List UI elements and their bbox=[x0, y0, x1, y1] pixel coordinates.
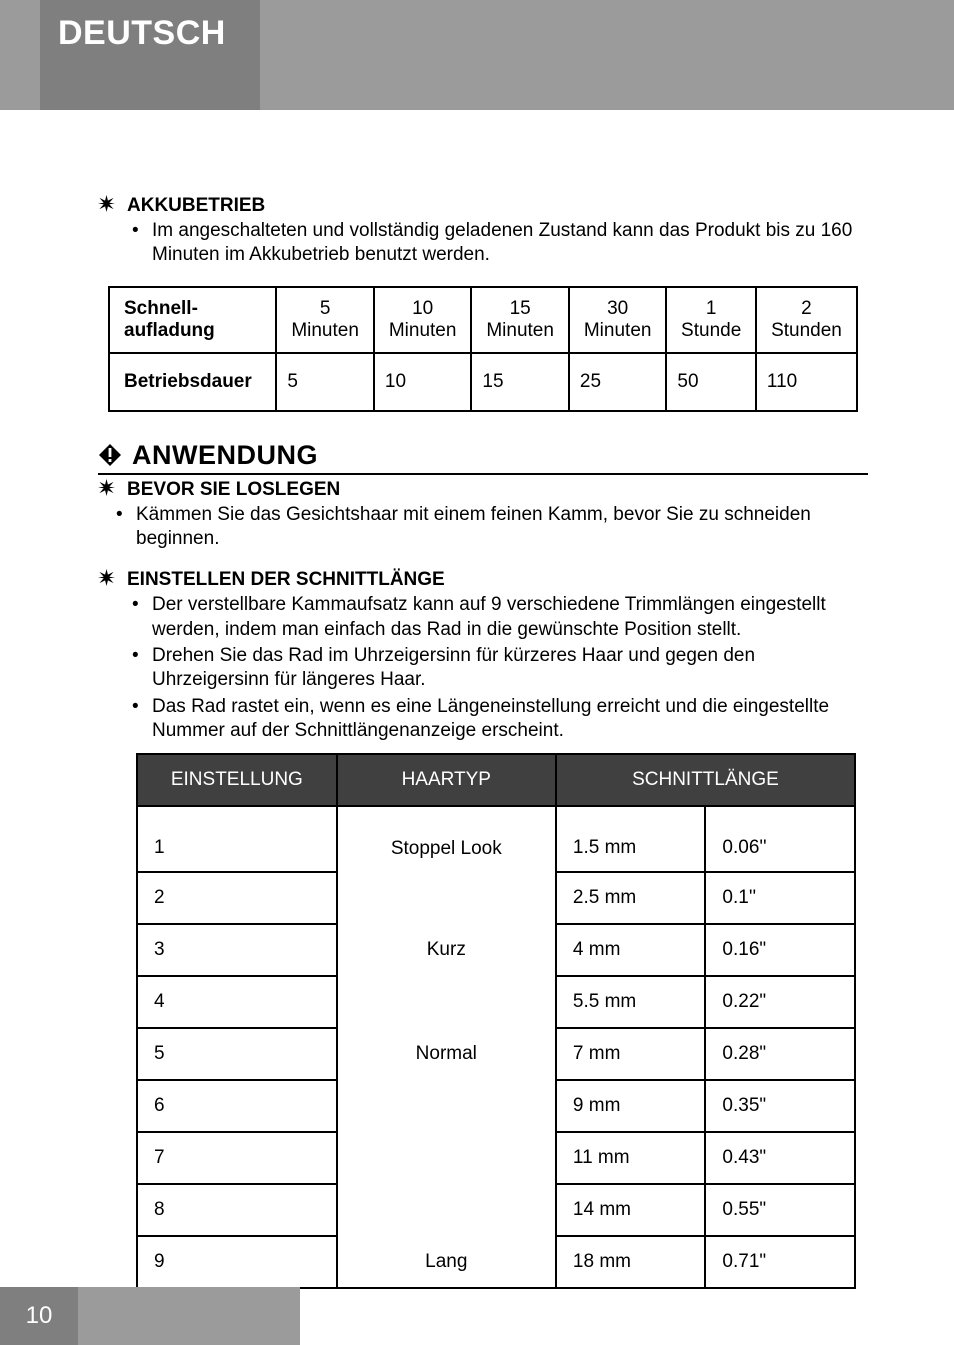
table-row: 4 5.5 mm 0.22" bbox=[137, 976, 855, 1028]
table-row: Schnell- aufladung 5Minuten 10Minuten 15… bbox=[109, 287, 857, 353]
table-row: 6 9 mm 0.35" bbox=[137, 1080, 855, 1132]
bevor-title: BEVOR SIE LOSLEGEN bbox=[127, 479, 340, 501]
inch-cell: 0.55" bbox=[705, 1184, 855, 1236]
anwendung-title: ANWENDUNG bbox=[132, 440, 318, 471]
table-row: 3 Kurz 4 mm 0.16" bbox=[137, 924, 855, 976]
charge-row-label: Schnell- aufladung bbox=[109, 287, 276, 353]
mm-cell: 9 mm bbox=[556, 1080, 706, 1132]
table-row: 7 11 mm 0.43" bbox=[137, 1132, 855, 1184]
settings-header-haartyp: HAARTYP bbox=[337, 754, 556, 806]
haartyp-cell: Kurz bbox=[337, 924, 556, 976]
mm-cell: 7 mm bbox=[556, 1028, 706, 1080]
list-item: Kämmen Sie das Gesichtshaar mit einem fe… bbox=[116, 503, 868, 552]
label-line2: aufladung bbox=[124, 320, 215, 341]
footer-page-tab: 10 bbox=[0, 1287, 78, 1345]
table-row: 9 Lang 18 mm 0.71" bbox=[137, 1236, 855, 1288]
mm-cell: 18 mm bbox=[556, 1236, 706, 1288]
haartyp-cell bbox=[337, 1080, 556, 1132]
table-row: 5 Normal 7 mm 0.28" bbox=[137, 1028, 855, 1080]
list-item: Im angeschalteten und vollständig gelade… bbox=[132, 219, 868, 268]
akkubetrieb-title: AKKUBETRIEB bbox=[127, 195, 265, 217]
table-row: 8 14 mm 0.55" bbox=[137, 1184, 855, 1236]
charge-cell: 110 bbox=[756, 353, 857, 411]
burst-icon bbox=[98, 195, 115, 212]
header-language-tab: DEUTSCH bbox=[40, 0, 260, 110]
content-area: AKKUBETRIEB Im angeschalteten und vollst… bbox=[98, 195, 868, 1289]
label-line1: Schnell- bbox=[124, 298, 198, 319]
settings-header-einstellung: EINSTELLUNG bbox=[137, 754, 337, 806]
setting-cell: 2 bbox=[137, 872, 337, 924]
einstellen-bullets: Der verstellbare Kammaufsatz kann auf 9 … bbox=[98, 593, 868, 743]
haartyp-cell bbox=[337, 976, 556, 1028]
inch-cell: 0.16" bbox=[705, 924, 855, 976]
charge-cell: 1Stunde bbox=[666, 287, 756, 353]
haartyp-cell: Normal bbox=[337, 1028, 556, 1080]
page-root: DEUTSCH AKKUBETRIEB Im angeschalteten un… bbox=[0, 0, 954, 1345]
charge-cell: 10 bbox=[374, 353, 472, 411]
inch-cell: 0.71" bbox=[705, 1236, 855, 1288]
setting-cell: 6 bbox=[137, 1080, 337, 1132]
page-number: 10 bbox=[26, 1302, 53, 1330]
charge-cell: 5Minuten bbox=[276, 287, 374, 353]
table-row: 1 Stoppel Look 1.5 mm 0.06'' bbox=[137, 806, 855, 872]
mm-cell: 1.5 mm bbox=[556, 806, 706, 872]
table-row: Betriebsdauer 5 10 15 25 50 110 bbox=[109, 353, 857, 411]
bevor-heading-row: BEVOR SIE LOSLEGEN bbox=[98, 479, 868, 501]
haartyp-cell bbox=[337, 1132, 556, 1184]
diamond-exclaim-icon bbox=[98, 443, 122, 467]
charge-table: Schnell- aufladung 5Minuten 10Minuten 15… bbox=[108, 286, 858, 412]
charge-row-label: Betriebsdauer bbox=[109, 353, 276, 411]
haartyp-cell bbox=[337, 1184, 556, 1236]
inch-cell: 0.35" bbox=[705, 1080, 855, 1132]
table-row: 2 2.5 mm 0.1'' bbox=[137, 872, 855, 924]
mm-cell: 4 mm bbox=[556, 924, 706, 976]
charge-cell: 5 bbox=[276, 353, 374, 411]
inch-cell: 0.43" bbox=[705, 1132, 855, 1184]
list-item: Der verstellbare Kammaufsatz kann auf 9 … bbox=[132, 593, 868, 642]
mm-cell: 2.5 mm bbox=[556, 872, 706, 924]
inch-cell: 0.1'' bbox=[705, 872, 855, 924]
charge-cell: 10Minuten bbox=[374, 287, 472, 353]
setting-cell: 9 bbox=[137, 1236, 337, 1288]
setting-cell: 8 bbox=[137, 1184, 337, 1236]
akkubetrieb-heading-row: AKKUBETRIEB bbox=[98, 195, 868, 217]
mm-cell: 5.5 mm bbox=[556, 976, 706, 1028]
inch-cell: 0.22" bbox=[705, 976, 855, 1028]
setting-cell: 1 bbox=[137, 806, 337, 872]
setting-cell: 7 bbox=[137, 1132, 337, 1184]
charge-cell: 30Minuten bbox=[569, 287, 667, 353]
einstellen-title: EINSTELLEN DER SCHNITTLÄNGE bbox=[127, 569, 445, 591]
setting-cell: 5 bbox=[137, 1028, 337, 1080]
charge-cell: 50 bbox=[666, 353, 756, 411]
akkubetrieb-bullets: Im angeschalteten und vollständig gelade… bbox=[98, 219, 868, 268]
inch-cell: 0.28" bbox=[705, 1028, 855, 1080]
setting-cell: 4 bbox=[137, 976, 337, 1028]
haartyp-cell: Stoppel Look bbox=[337, 806, 556, 872]
charge-cell: 2Stunden bbox=[756, 287, 857, 353]
burst-icon bbox=[98, 479, 115, 496]
charge-cell: 15 bbox=[471, 353, 569, 411]
haartyp-cell bbox=[337, 872, 556, 924]
table-header-row: EINSTELLUNG HAARTYP SCHNITTLÄNGE bbox=[137, 754, 855, 806]
list-item: Das Rad rastet ein, wenn es eine Längene… bbox=[132, 695, 868, 744]
inch-cell: 0.06'' bbox=[705, 806, 855, 872]
mm-cell: 11 mm bbox=[556, 1132, 706, 1184]
charge-cell: 15Minuten bbox=[471, 287, 569, 353]
list-item: Drehen Sie das Rad im Uhrzeigersinn für … bbox=[132, 644, 868, 693]
einstellen-heading-row: EINSTELLEN DER SCHNITTLÄNGE bbox=[98, 569, 868, 591]
burst-icon bbox=[98, 569, 115, 586]
settings-table: EINSTELLUNG HAARTYP SCHNITTLÄNGE 1 Stopp… bbox=[136, 753, 856, 1289]
settings-header-schnittlaenge: SCHNITTLÄNGE bbox=[556, 754, 855, 806]
mm-cell: 14 mm bbox=[556, 1184, 706, 1236]
setting-cell: 3 bbox=[137, 924, 337, 976]
charge-cell: 25 bbox=[569, 353, 667, 411]
haartyp-cell: Lang bbox=[337, 1236, 556, 1288]
header-language-text: DEUTSCH bbox=[58, 14, 226, 53]
anwendung-heading-row: ANWENDUNG bbox=[98, 440, 868, 475]
bevor-bullets: Kämmen Sie das Gesichtshaar mit einem fe… bbox=[98, 503, 868, 552]
